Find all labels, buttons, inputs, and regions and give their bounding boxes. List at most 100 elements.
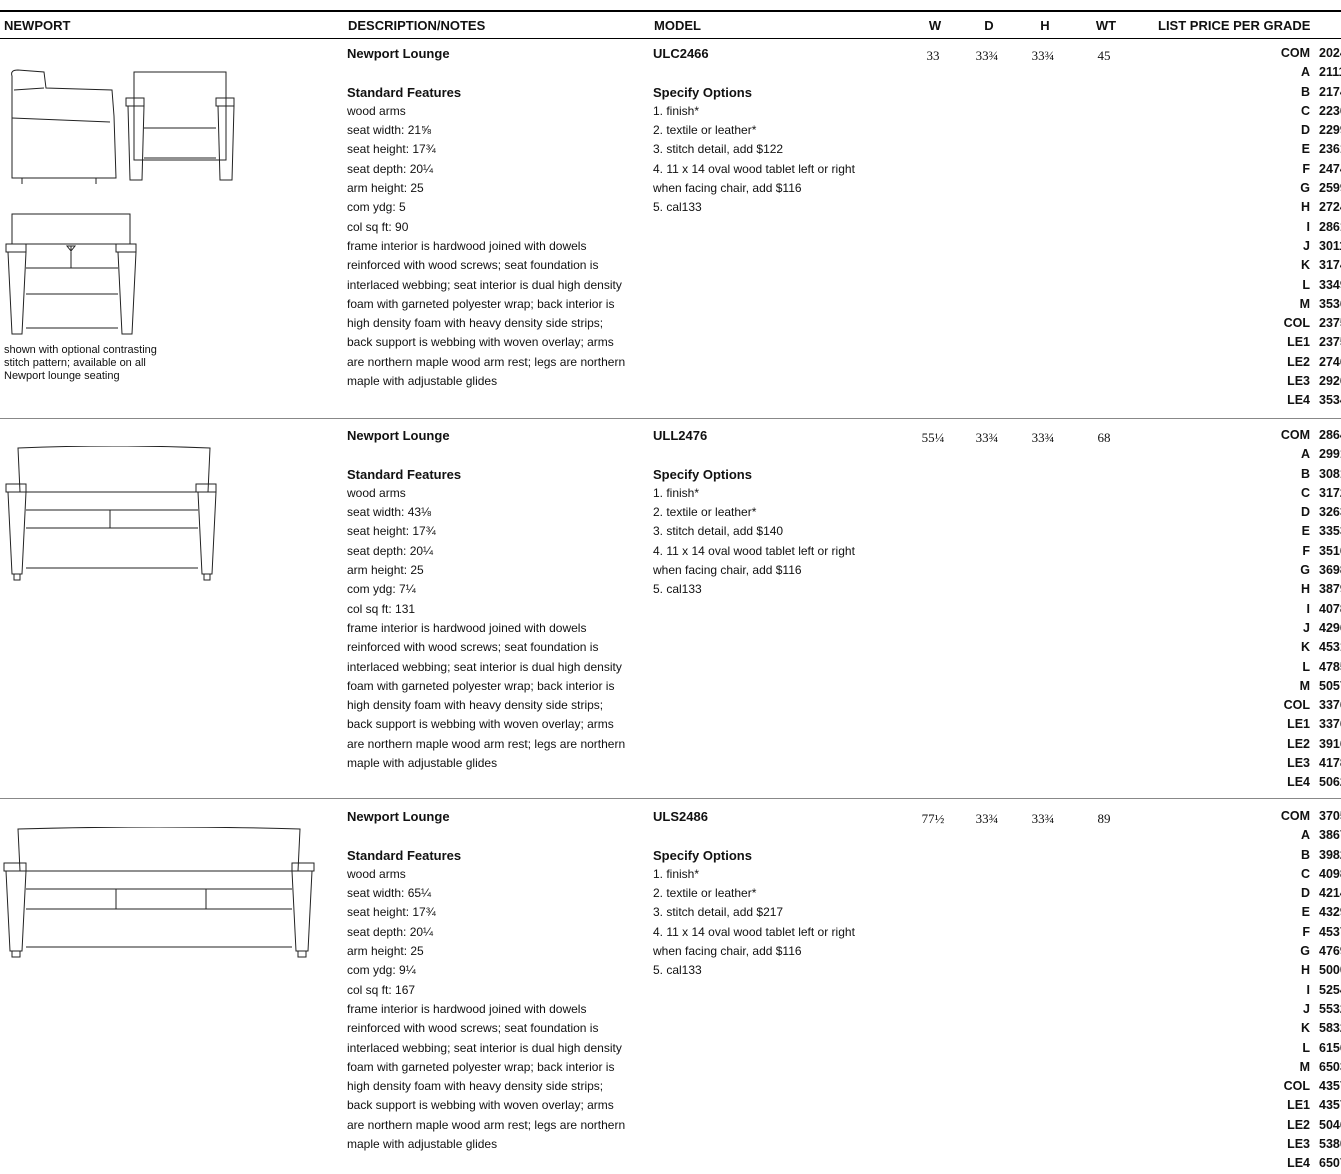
- price: 3536: [1319, 296, 1341, 311]
- dimension-w: 55¼: [921, 430, 945, 445]
- price-row: J 4296: [1236, 619, 1341, 638]
- description: Newport Lounge Standard Features wood arms…: [347, 807, 625, 1154]
- price-row: G 2599: [1236, 179, 1341, 198]
- option-line: when facing chair, add $116: [653, 563, 802, 578]
- feature-line: col sq ft: 131: [347, 601, 416, 616]
- option-line: 3. stitch detail, add $217: [653, 905, 784, 920]
- price: 3353: [1319, 524, 1341, 539]
- feature-line: com ydg: 5: [347, 200, 406, 215]
- grade: M: [1299, 678, 1310, 693]
- price: 3376: [1319, 698, 1341, 713]
- price-row: E 4329: [1236, 903, 1341, 922]
- feature-line: high density foam with heavy density sid…: [347, 316, 604, 331]
- price: 4329: [1319, 905, 1341, 920]
- price-row: M 5057: [1236, 677, 1341, 696]
- grade: LE2: [1287, 354, 1310, 369]
- price: 3081: [1319, 466, 1341, 481]
- option-line: 1. finish*: [653, 866, 700, 881]
- feature-line: maple with adjustable glides: [347, 1137, 498, 1152]
- price-row: LE3 4178: [1236, 754, 1341, 773]
- price: 2599: [1319, 181, 1341, 196]
- grade: E: [1301, 524, 1310, 539]
- product-name: Newport Lounge: [347, 809, 450, 824]
- feature-line: arm height: 25: [347, 563, 424, 578]
- price-row: C 3172: [1236, 484, 1341, 503]
- price-row: H 3879: [1236, 580, 1341, 599]
- grade: LE4: [1287, 775, 1310, 790]
- price: 3349: [1319, 277, 1341, 292]
- grade: LE4: [1287, 393, 1310, 408]
- price-row: J 3011: [1236, 237, 1341, 256]
- header-cell: NEWPORT: [4, 18, 71, 33]
- price: 2746: [1319, 354, 1341, 369]
- dimension-d: 33¾: [975, 811, 999, 826]
- grade: I: [1306, 219, 1310, 234]
- grade: K: [1300, 258, 1310, 273]
- header-cell: W: [908, 12, 960, 38]
- grade: A: [1300, 447, 1310, 462]
- product-row: shown with optional contrasting stitch pa…: [0, 44, 1341, 416]
- feature-line: are northern maple wood arm rest; legs a…: [347, 736, 626, 751]
- price-row: LE4 3534: [1236, 391, 1341, 410]
- feature-line: interlaced webbing; seat interior is dua…: [347, 1040, 622, 1055]
- price-row: B 3982: [1236, 846, 1341, 865]
- image-caption: shown with optional contrasting stitch pa…: [4, 344, 157, 383]
- dimension-wt: 89: [1097, 811, 1111, 826]
- price: 2361: [1319, 142, 1341, 157]
- grade: COM: [1280, 46, 1310, 60]
- dimension-w: 77½: [921, 811, 945, 826]
- grade: C: [1300, 485, 1310, 500]
- feature-line: arm height: 25: [347, 181, 424, 196]
- grade: G: [1300, 181, 1310, 196]
- caption-line: stitch pattern; available on all: [4, 357, 146, 369]
- price: 4078: [1319, 601, 1341, 616]
- grade: J: [1303, 620, 1310, 635]
- grade: J: [1303, 238, 1310, 253]
- grade: B: [1300, 466, 1310, 481]
- grade: COL: [1283, 1079, 1310, 1094]
- grade: K: [1300, 1021, 1310, 1036]
- price-row: COM 3705: [1236, 807, 1341, 826]
- price: 5062: [1319, 775, 1341, 790]
- grade: B: [1300, 847, 1310, 862]
- price: 2236: [1319, 103, 1341, 118]
- price: 6156: [1319, 1040, 1341, 1055]
- header-cell: H: [1018, 12, 1070, 38]
- price: 3916: [1319, 736, 1341, 751]
- price: 2724: [1319, 200, 1341, 215]
- table-header: NEWPORT DESCRIPTION/NOTES MODEL W D H WT…: [0, 10, 1341, 39]
- price: 3698: [1319, 563, 1341, 578]
- feature-line: maple with adjustable glides: [347, 756, 498, 771]
- price: 2299: [1319, 123, 1341, 138]
- price-row: LE2 3916: [1236, 735, 1341, 754]
- feature-line: col sq ft: 167: [347, 982, 416, 997]
- grade: F: [1302, 924, 1310, 939]
- price: 5057: [1319, 678, 1341, 693]
- price-row: LE2 2746: [1236, 353, 1341, 372]
- price: 5532: [1319, 1001, 1341, 1016]
- feature-line: frame interior is hardwood joined with d…: [347, 620, 587, 635]
- price: 2991: [1319, 447, 1341, 462]
- price-row: M 3536: [1236, 295, 1341, 314]
- price-row: L 6156: [1236, 1039, 1341, 1058]
- dimension-wt: 45: [1097, 48, 1111, 63]
- price-row: I 5254: [1236, 981, 1341, 1000]
- grade: H: [1300, 582, 1310, 597]
- feature-line: foam with garneted polyester wrap; back …: [347, 296, 615, 311]
- feature-line: high density foam with heavy density sid…: [347, 1079, 604, 1094]
- price-row: LE4 5062: [1236, 773, 1341, 792]
- grade: LE4: [1287, 1156, 1310, 1171]
- grade: A: [1300, 828, 1310, 843]
- grade: D: [1300, 886, 1310, 901]
- price: 3982: [1319, 847, 1341, 862]
- grade: LE1: [1287, 335, 1310, 350]
- feature-line: seat depth: 20¼: [347, 924, 434, 939]
- price-row: C 2236: [1236, 102, 1341, 121]
- price-row: LE3 2926: [1236, 372, 1341, 391]
- price-row: K 5832: [1236, 1019, 1341, 1038]
- price-list: COM 3705 A 3867 B 3982 C 4098 D 4214 E 4329 F 4537 G 47…: [1236, 807, 1341, 1174]
- price-row: G 3698: [1236, 561, 1341, 580]
- feature-line: com ydg: 7¼: [347, 582, 416, 597]
- dimension-wt: 68: [1097, 430, 1111, 445]
